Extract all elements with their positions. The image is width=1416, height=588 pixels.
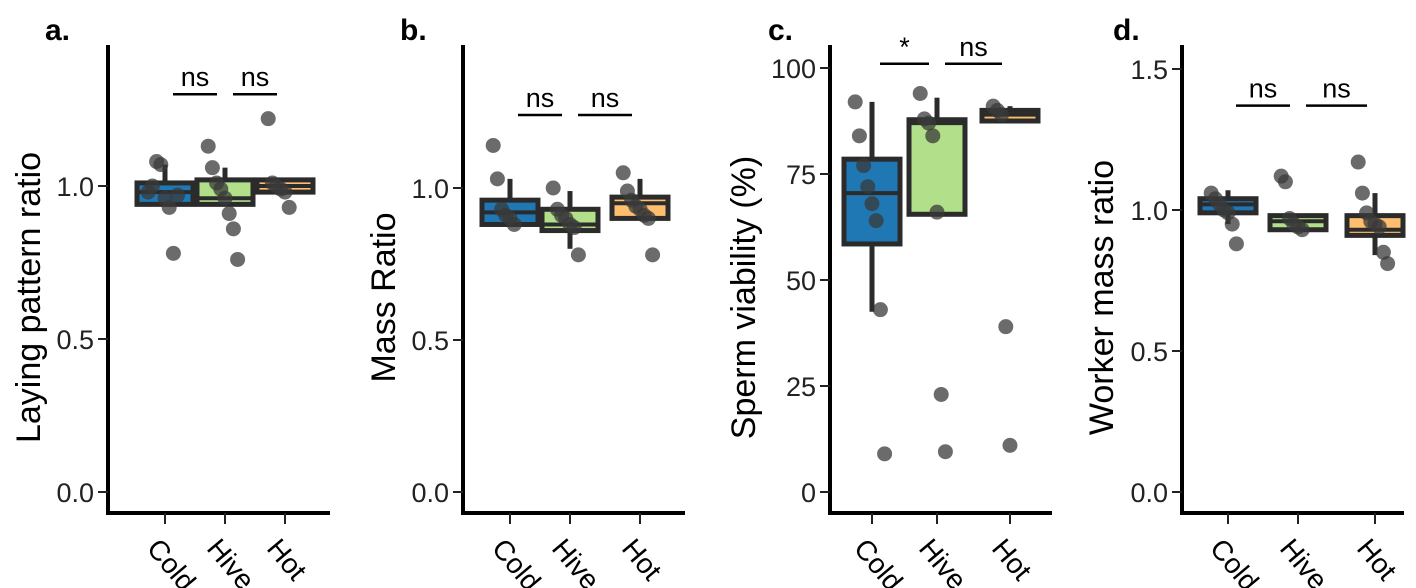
panel-3-ytick-label: 100 (771, 54, 816, 84)
panel-4-point-cold (1228, 236, 1244, 252)
panel-3-ytick-label: 75 (786, 160, 816, 190)
panel-3-xtick-label-cold: Cold (848, 533, 909, 588)
panel-1-sig-label: ns (241, 62, 270, 92)
panel-2-ylabel: Mass Ratio (365, 212, 403, 382)
panel-4-xtick-label-hot: Hot (1351, 533, 1403, 586)
panel-1-ylabel: Laying pattern ratio (10, 152, 48, 443)
panel-1-point-hive (225, 221, 241, 237)
panel-2-point-hive (545, 180, 561, 196)
panel-2-point-hive (566, 220, 582, 236)
panel-1-point-cold (144, 178, 160, 194)
panel-4-point-hot (1375, 244, 1391, 260)
panel-3-point-cold (847, 94, 863, 110)
panel-4-ytick-label: 0.5 (1130, 337, 1168, 367)
panel-3-xtick-label-hot: Hot (986, 533, 1038, 586)
panel-1-point-cold (170, 187, 186, 203)
panel-1-label: a. (45, 14, 70, 47)
panel-3-point-hive (912, 85, 928, 101)
panel-2-point-hive (570, 247, 586, 263)
panel-1-ytick-label: 1.0 (56, 172, 94, 202)
panel-4-xtick-label-cold: Cold (1204, 533, 1265, 588)
panel-3-point-hive (929, 204, 945, 220)
panel-2-ytick-label: 0.0 (411, 478, 449, 508)
panel-3-point-hot (998, 319, 1014, 335)
panel-1-point-cold (161, 199, 177, 215)
panel-2-point-hot (645, 247, 661, 263)
panel-3-point-hive (921, 115, 937, 131)
panel-4-ytick-label: 1.0 (1130, 196, 1168, 226)
panel-4-point-hot (1350, 154, 1366, 170)
panel-2-xtick-label-hot: Hot (616, 533, 668, 586)
panel-4-point-hive (1277, 174, 1293, 190)
panel-2-point-hot (640, 210, 656, 226)
panel-1-point-hive (200, 138, 216, 154)
panel-1-point-cold (153, 157, 169, 173)
panel-3-point-cold (877, 446, 893, 462)
panel-4-point-cold (1224, 216, 1240, 232)
panel-4-sig-label: ns (1249, 74, 1278, 104)
panel-4-point-hot (1371, 219, 1387, 235)
panel-2-point-cold (489, 171, 505, 187)
panel-1-point-hive (204, 160, 220, 176)
panel-2-sig-label: ns (526, 83, 555, 113)
panel-1-point-hot (281, 199, 297, 215)
panel-1-point-hot (277, 184, 293, 200)
panel-3-point-hive (933, 386, 949, 402)
panel-1-xtick-label-hot: Hot (261, 533, 313, 586)
panel-2-point-hot (615, 165, 631, 181)
panel-1-ytick-label: 0.0 (56, 478, 94, 508)
panel-4-point-cold (1220, 205, 1236, 221)
panel-3-point-hive (925, 128, 941, 144)
panel-2-xtick-label-cold: Cold (486, 533, 547, 588)
panel-1-xtick-label-hive: Hive (201, 533, 261, 588)
panel-3-ytick-label: 0 (801, 478, 816, 508)
panel-2-ytick-label: 1.0 (411, 174, 449, 204)
panel-3-sig-label: * (899, 32, 910, 62)
panel-3-xtick-label-hive: Hive (913, 533, 973, 588)
panel-4-xtick-label-hive: Hive (1274, 533, 1334, 588)
panel-1-point-hive (217, 190, 233, 206)
panel-4-point-hot (1380, 256, 1396, 272)
panel-4-ytick-label: 1.5 (1130, 55, 1168, 85)
panel-1-sig-label: ns (181, 62, 210, 92)
panel-2-ytick-label: 0.5 (411, 326, 449, 356)
panel-3-point-cold (860, 179, 876, 195)
panel-3-point-cold (864, 196, 880, 212)
panel-2-label: b. (400, 14, 427, 47)
panel-3-label: c. (768, 14, 793, 47)
panel-3-point-cold (868, 213, 884, 229)
panel-3-ytick-label: 25 (786, 372, 816, 402)
panel-3-box-cold (841, 156, 903, 247)
panel-4-point-hot (1354, 185, 1370, 201)
panel-1-xtick-label-cold: Cold (141, 533, 202, 588)
panel-4-label: d. (1113, 14, 1140, 47)
panel-3-point-hot (1002, 437, 1018, 453)
panel-2-sig-label: ns (591, 83, 620, 113)
panel-4-ylabel: Worker mass ratio (1083, 160, 1121, 435)
panel-4-sig-label: ns (1322, 74, 1351, 104)
panel-4-ytick-label: 0.0 (1130, 478, 1168, 508)
panel-3-point-cold (851, 128, 867, 144)
panel-2-xtick-label-hive: Hive (546, 533, 606, 588)
panel-3-sig-label: ns (959, 32, 988, 62)
panel-1-point-hive (221, 206, 237, 222)
panel-3-ytick-label: 50 (786, 266, 816, 296)
panel-2-point-cold (485, 137, 501, 153)
panel-1-ytick-label: 0.5 (56, 325, 94, 355)
panel-4-point-hive (1294, 222, 1310, 238)
panel-3-point-cold (856, 158, 872, 174)
panel-3-ylabel: Sperm viability (%) (725, 156, 763, 439)
panel-3-point-hive (937, 444, 953, 460)
panel-1-point-hive (230, 251, 246, 267)
panel-3-point-cold (872, 302, 888, 318)
panel-2-point-cold (506, 216, 522, 232)
panel-1-point-cold (165, 245, 181, 261)
panel-3-point-hot (994, 107, 1010, 123)
panel-1-point-hot (260, 111, 276, 127)
